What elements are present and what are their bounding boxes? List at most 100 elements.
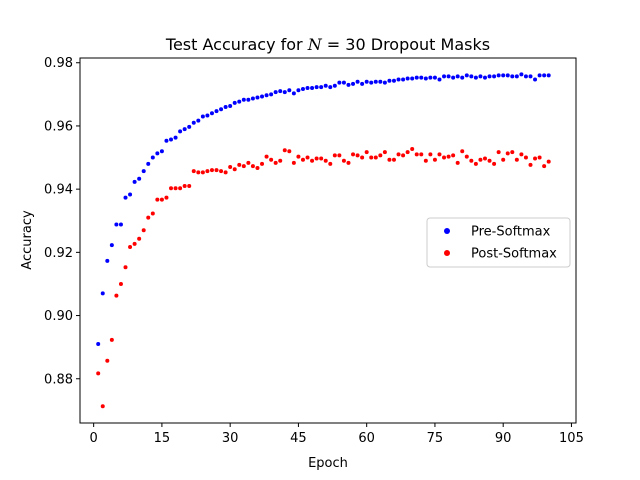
data-point bbox=[442, 74, 447, 79]
data-point bbox=[250, 96, 255, 101]
legend: Pre-Softmax Post-Softmax bbox=[426, 217, 571, 268]
data-point bbox=[146, 161, 151, 166]
data-point bbox=[473, 75, 478, 80]
y-tick-label: 0.96 bbox=[44, 119, 73, 134]
data-point bbox=[478, 157, 483, 162]
data-point bbox=[360, 81, 365, 86]
data-point bbox=[205, 169, 210, 174]
data-point bbox=[528, 162, 533, 167]
data-point bbox=[173, 186, 178, 191]
data-point bbox=[519, 72, 524, 77]
data-point bbox=[118, 281, 123, 286]
data-point bbox=[428, 75, 433, 80]
data-point bbox=[100, 291, 105, 296]
data-point bbox=[323, 158, 328, 163]
data-point bbox=[187, 124, 192, 129]
data-point bbox=[469, 158, 474, 163]
data-point bbox=[305, 155, 310, 160]
data-point bbox=[96, 371, 101, 376]
data-point bbox=[460, 75, 465, 80]
data-point bbox=[533, 77, 538, 82]
data-point bbox=[505, 73, 510, 78]
x-axis-label: Epoch bbox=[308, 456, 348, 471]
data-point bbox=[482, 75, 487, 80]
data-point bbox=[533, 156, 538, 161]
data-point bbox=[492, 74, 497, 79]
data-point bbox=[510, 74, 515, 79]
data-point bbox=[401, 77, 406, 82]
title-prefix: Test Accuracy for bbox=[165, 35, 308, 54]
data-point bbox=[332, 83, 337, 88]
data-point bbox=[337, 80, 342, 85]
data-point bbox=[487, 158, 492, 163]
data-point bbox=[182, 183, 187, 188]
data-point bbox=[451, 153, 456, 158]
data-point bbox=[228, 165, 233, 170]
y-axis-label: Accuracy bbox=[20, 210, 35, 270]
legend-label: Pre-Softmax bbox=[471, 225, 551, 240]
data-point bbox=[196, 118, 201, 123]
data-point bbox=[396, 152, 401, 157]
data-point bbox=[478, 74, 483, 79]
data-point bbox=[187, 183, 192, 188]
data-point bbox=[523, 155, 528, 160]
data-point bbox=[164, 138, 169, 143]
data-point bbox=[255, 95, 260, 100]
data-point bbox=[510, 150, 515, 155]
data-point bbox=[237, 162, 242, 167]
data-point bbox=[155, 197, 160, 202]
data-point bbox=[137, 236, 142, 241]
data-point bbox=[496, 73, 501, 78]
title-suffix: Dropout Masks bbox=[366, 35, 490, 54]
data-point bbox=[514, 157, 519, 162]
data-point bbox=[282, 90, 287, 95]
chart-title: Test Accuracy for N = 30 Dropout Masks bbox=[165, 35, 490, 54]
data-point bbox=[364, 79, 369, 84]
data-point bbox=[332, 153, 337, 158]
data-point bbox=[191, 169, 196, 174]
data-point bbox=[178, 129, 183, 134]
data-point bbox=[464, 154, 469, 159]
data-point bbox=[109, 337, 114, 342]
data-point bbox=[310, 86, 315, 91]
data-point bbox=[528, 74, 533, 79]
data-point bbox=[287, 149, 292, 154]
data-point bbox=[323, 83, 328, 88]
data-point bbox=[305, 86, 310, 91]
x-tick-label: 105 bbox=[559, 431, 584, 446]
data-point bbox=[401, 153, 406, 158]
y-tick-label: 0.94 bbox=[44, 183, 73, 198]
data-point bbox=[191, 120, 196, 125]
data-point bbox=[132, 179, 137, 184]
x-tick-label: 45 bbox=[290, 431, 307, 446]
data-point bbox=[387, 78, 392, 83]
data-point bbox=[255, 165, 260, 170]
legend-box bbox=[426, 217, 571, 268]
data-point bbox=[128, 244, 133, 249]
x-tick-label: 0 bbox=[90, 431, 98, 446]
data-point bbox=[200, 114, 205, 119]
data-point bbox=[360, 155, 365, 160]
data-point bbox=[451, 75, 456, 80]
data-point bbox=[100, 404, 105, 409]
data-point bbox=[487, 74, 492, 79]
data-point bbox=[482, 156, 487, 161]
data-point bbox=[369, 80, 374, 85]
data-point bbox=[273, 90, 278, 95]
data-point bbox=[410, 76, 415, 81]
data-point bbox=[287, 88, 292, 93]
data-point bbox=[232, 167, 237, 172]
data-point bbox=[128, 192, 133, 197]
data-point bbox=[410, 147, 415, 152]
data-point bbox=[523, 74, 528, 79]
data-point bbox=[196, 170, 201, 175]
series-post-softmax bbox=[96, 147, 551, 409]
data-point bbox=[241, 97, 246, 102]
data-point bbox=[537, 155, 542, 160]
data-point bbox=[319, 85, 324, 90]
data-point bbox=[219, 107, 224, 112]
data-point bbox=[137, 176, 142, 181]
data-point bbox=[432, 157, 437, 162]
data-point bbox=[341, 158, 346, 163]
x-tick-label: 60 bbox=[358, 431, 375, 446]
